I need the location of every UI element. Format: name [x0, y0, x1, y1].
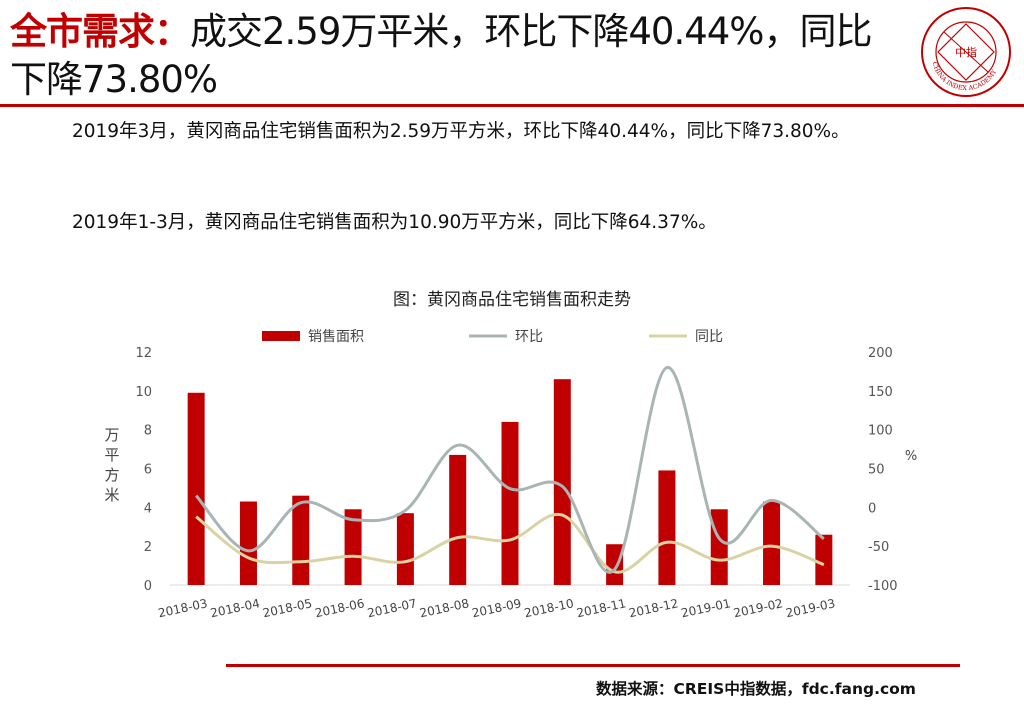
x-tick-label: 2018-05: [261, 596, 313, 620]
y2-tick-label: -100: [868, 579, 898, 594]
data-source: 数据来源：CREIS中指数据，fdc.fang.com: [596, 680, 916, 698]
y2-tick-label: 200: [868, 346, 893, 361]
chart-title: 图：黄冈商品住宅销售面积走势: [393, 290, 631, 310]
headline: 全市需求：成交2.59万平米，环比下降40.44%，同比下降73.80%: [10, 8, 900, 104]
x-tick-label: 2018-11: [575, 596, 627, 620]
y2-tick-label: 150: [868, 385, 893, 400]
x-tick-label: 2019-01: [680, 596, 732, 620]
y-tick-label: 8: [144, 424, 152, 439]
y2-tick-label: -50: [868, 540, 889, 555]
bar-2018-03: [187, 392, 205, 585]
y-tick-label: 12: [135, 346, 152, 361]
y-tick-label: 6: [144, 463, 152, 478]
headline-key: 全市需求：: [10, 10, 191, 53]
x-tick-label: 2018-04: [209, 596, 261, 620]
y-tick-label: 0: [144, 579, 152, 594]
bar-2018-12: [658, 470, 676, 585]
y-tick-label: 2: [144, 540, 152, 555]
legend-label-销售面积: 销售面积: [308, 329, 364, 345]
y2-axis-label: %: [905, 449, 917, 464]
paragraph-monthly: 2019年3月，黄冈商品住宅销售面积为2.59万平方米，环比下降40.44%，同…: [72, 121, 850, 142]
logo-emblem: 中指: [955, 45, 977, 59]
bar-2018-08: [449, 454, 467, 585]
y-axis-label-char: 米: [104, 486, 119, 504]
y2-tick-label: 0: [868, 501, 876, 516]
bar-2018-09: [501, 421, 519, 585]
bar-2018-07: [396, 513, 414, 585]
line-环比: [195, 366, 825, 574]
paragraph-quarterly: 2019年1-3月，黄冈商品住宅销售面积为10.90万平方米，同比下降64.37…: [72, 212, 717, 233]
bar-2019-01: [710, 509, 728, 585]
bar-2019-03: [815, 534, 833, 585]
y-tick-label: 10: [135, 385, 152, 400]
bar-2019-02: [763, 501, 781, 585]
bottom-divider: [226, 664, 960, 667]
bar-2018-04: [239, 501, 257, 585]
x-tick-label: 2018-08: [418, 596, 470, 620]
x-tick-label: 2019-03: [785, 596, 837, 620]
legend-label-同比: 同比: [695, 329, 723, 345]
legend-label-环比: 环比: [515, 329, 543, 345]
legend-swatch-销售面积: [262, 331, 300, 341]
top-divider: [0, 104, 1024, 107]
x-tick-label: 2019-02: [732, 596, 784, 620]
x-tick-label: 2018-07: [366, 596, 418, 620]
x-tick-label: 2018-09: [471, 596, 523, 620]
logo-icon: 中指 CHINA INDEX ACADEMY: [921, 7, 1011, 97]
bar-2018-10: [553, 379, 571, 585]
bar-2018-06: [344, 509, 362, 585]
y2-tick-label: 100: [868, 424, 893, 439]
headline-rest: 成交2.59万平米，环比下降40.44%，同比下降73.80%: [10, 10, 872, 101]
y-tick-label: 4: [144, 501, 152, 516]
y-axis-label-char: 平: [104, 446, 119, 464]
y-axis-label-char: 方: [104, 466, 119, 484]
line-同比: [195, 512, 825, 574]
bar-2018-05: [292, 495, 310, 585]
x-tick-label: 2018-10: [523, 596, 575, 620]
x-tick-label: 2018-12: [628, 596, 680, 620]
y-axis-label-char: 万: [104, 426, 119, 444]
x-tick-label: 2018-06: [314, 596, 366, 620]
bar-2018-11: [606, 544, 624, 585]
y2-tick-label: 50: [868, 463, 885, 478]
x-tick-label: 2018-03: [157, 596, 209, 620]
